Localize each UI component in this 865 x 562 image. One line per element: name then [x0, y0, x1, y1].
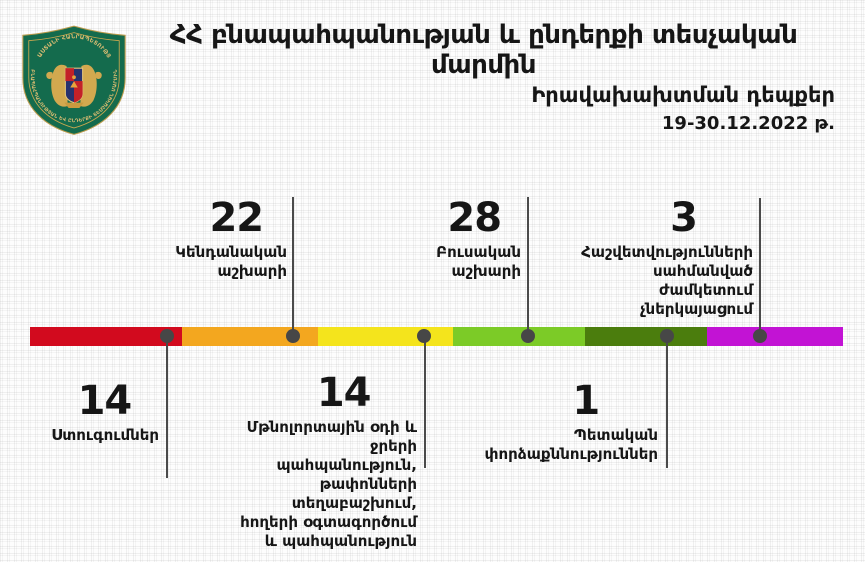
annotation-inspections: 14 Ստուգումներ: [19, 379, 159, 445]
annotation-label: Բուսական աշխարի: [436, 242, 521, 280]
page-subtitle: Իրավախախտման դեպքեր: [531, 83, 835, 107]
marker-dot: [660, 329, 674, 343]
annotation-label: Մթնոլորտային օդի և ջրերի պահպանություն, …: [240, 417, 417, 550]
annotation-air-water-waste-land: 14 Մթնոլորտային օդի և ջրերի պահպանությու…: [229, 371, 417, 551]
annotation-value: 22: [209, 195, 264, 241]
annotation-value: 28: [447, 195, 502, 241]
timeline-bar: [30, 327, 843, 346]
connector-line: [424, 336, 426, 468]
page-title: ՀՀ բնապահպանության և ընդերքի տեսչական մա…: [169, 20, 798, 80]
segment-flora: [453, 327, 585, 346]
annotation-label: Կենդանական աշխարի: [175, 242, 287, 280]
date-range: 19-30.12.2022 թ.: [661, 113, 835, 134]
annotation-value: 1: [572, 378, 600, 424]
segment-fauna: [182, 327, 318, 346]
annotation-reports-not-submitted: 3 Հաշվետվությունների սահմանված ժամկետում…: [575, 196, 753, 319]
annotation-state-examinations: 1 Պետական փորձաքննություններ: [473, 379, 658, 464]
annotation-label: Պետական փորձաքննություններ: [484, 425, 658, 463]
marker-dot: [286, 329, 300, 343]
segment-state-examinations: [585, 327, 707, 346]
connector-line: [666, 336, 668, 468]
header: ՀՀ բնապահպանության և ընդերքի տեսչական մա…: [132, 20, 835, 134]
marker-dot: [521, 329, 535, 343]
connector-line: [759, 198, 761, 336]
annotation-label: Հաշվետվությունների սահմանված ժամկետում չ…: [581, 242, 753, 318]
segment-reports-not-submitted: [707, 327, 843, 346]
segment-air-water-waste-land: [318, 327, 453, 346]
agency-emblem-logo: ՀԱՅԱՍՏԱՆԻ ՀԱՆՐԱՊԵՏՈՒԹՅՈՒՆ ԲՆԱՊԱՀՊԱՆՈՒԹՅԱ…: [20, 24, 126, 135]
coat-of-arms: [46, 64, 102, 108]
annotation-value: 14: [316, 370, 372, 416]
connector-line: [166, 336, 168, 478]
segment-inspections: [30, 327, 182, 346]
marker-dot: [753, 329, 767, 343]
annotation-flora: 28 Բուսական աշխարի: [401, 196, 521, 281]
annotation-value: 3: [670, 195, 698, 241]
marker-dot: [160, 329, 174, 343]
annotation-label: Ստուգումներ: [51, 425, 159, 444]
annotation-value: 14: [77, 378, 133, 424]
marker-dot: [417, 329, 431, 343]
connector-line: [527, 197, 529, 336]
connector-line: [292, 197, 294, 336]
annotation-fauna: 22 Կենդանական աշխարի: [157, 196, 287, 281]
